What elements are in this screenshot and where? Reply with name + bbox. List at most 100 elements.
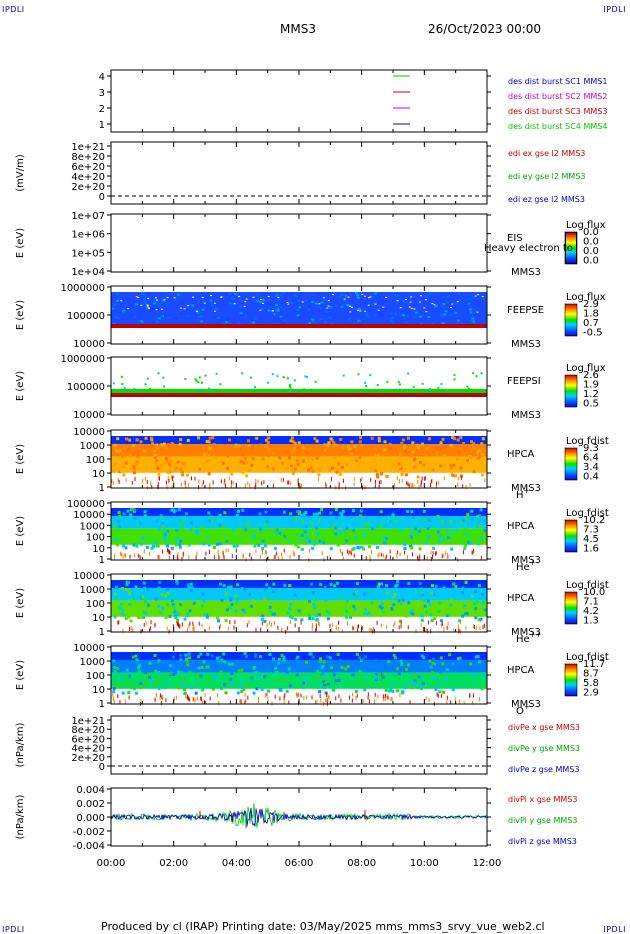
spectrogram-pixel: [226, 466, 230, 470]
spectrogram-pixel: [435, 450, 439, 454]
spectrogram-pixel: [481, 437, 485, 441]
spectrogram-speck: [300, 620, 302, 625]
spectrogram-pixel: [247, 469, 251, 473]
spectrogram-pixel: [153, 302, 157, 305]
spectrogram-speck: [482, 625, 484, 630]
spectrogram-pixel: [175, 581, 179, 585]
spectrogram-pixel: [240, 680, 244, 684]
spectrogram-pixel: [138, 521, 142, 525]
spectrogram-speck: [443, 627, 445, 632]
spectrogram-speck: [315, 628, 317, 633]
spectrogram-speck: [297, 481, 299, 486]
spectrogram-speck: [269, 620, 271, 625]
spectrogram-pixel: [450, 531, 454, 535]
spectrogram-gap: [148, 308, 151, 310]
spectrogram-pixel: [231, 303, 235, 306]
y-tick-label: 1e+21: [71, 142, 105, 153]
spectrogram-pixel: [143, 301, 147, 304]
spectrogram-pixel: [127, 588, 131, 592]
panel-p7: [107, 501, 578, 562]
spectrogram-pixel: [393, 294, 397, 297]
spectrogram-pixel: [445, 300, 449, 303]
spectrogram-pixel: [120, 587, 124, 591]
spectrogram-speck: [430, 550, 432, 555]
spectrogram-pixel: [280, 653, 284, 657]
spectrogram-pixel: [114, 585, 118, 589]
spectrogram-pixel: [113, 443, 117, 447]
spectrogram-pixel: [458, 619, 462, 623]
spectrogram-pixel: [204, 613, 208, 617]
spectrogram-gap: [477, 294, 480, 296]
colorbar-tick-label: 5.8: [583, 678, 599, 689]
spectrogram-pixel: [299, 316, 303, 319]
spectrogram-gap: [410, 307, 413, 309]
spectrogram-pixel: [410, 510, 414, 514]
spectrogram-pixel: [354, 689, 358, 693]
spectrogram-pixel: [360, 678, 364, 682]
spectrogram-pixel: [127, 448, 131, 452]
spectrogram-pixel: [315, 617, 319, 621]
spectrogram-pixel: [318, 683, 322, 687]
spectrogram-pixel: [358, 588, 362, 592]
spectrogram-pixel: [297, 609, 301, 613]
spectrogram-pixel: [262, 529, 266, 533]
spectrogram-pixel: [356, 674, 360, 678]
spectrogram-speck: [303, 696, 305, 701]
spectrogram-speck: [453, 628, 455, 633]
spectrogram-pixel: [258, 676, 262, 680]
spectrogram-pixel: [251, 457, 255, 461]
spectrogram-pixel: [207, 519, 211, 523]
spectrogram-pixel: [118, 606, 122, 610]
spectrogram-pixel: [296, 523, 300, 527]
spectrogram-pixel: [258, 443, 262, 447]
spectrogram-gap: [318, 303, 321, 305]
spectrogram-pixel: [166, 471, 170, 475]
spectrogram-pixel: [441, 437, 445, 441]
spectrogram-pixel: [175, 580, 179, 584]
spectrogram-pixel: [219, 670, 223, 674]
spectrogram-pixel: [163, 662, 167, 666]
spectrogram-pixel: [178, 670, 182, 674]
spectrogram-pixel: [438, 690, 442, 694]
colorbar-tick-label: 7.3: [583, 525, 599, 536]
legend-label: divPe y gse MMS3: [508, 744, 580, 753]
spectrogram-pixel: [393, 592, 397, 596]
spectrogram-speck: [311, 695, 313, 700]
spectrogram-pixel: [266, 440, 270, 444]
spectrogram-pixel: [190, 521, 194, 525]
spectrogram-pixel: [196, 312, 200, 315]
spectrogram-pixel: [394, 298, 398, 301]
spectrogram-gap: [396, 300, 399, 302]
spectrogram-speck: [208, 549, 210, 554]
spectrogram-speck: [255, 627, 257, 632]
spectrogram-pixel: [197, 381, 200, 384]
y-tick-label: 2e+20: [71, 182, 105, 193]
spectrogram-pixel: [376, 384, 379, 387]
spectrogram-speck: [274, 554, 276, 559]
spectrogram-pixel: [112, 687, 116, 691]
spectrogram-pixel: [275, 593, 279, 597]
spectrogram-speck: [124, 553, 126, 558]
spectrogram-pixel: [471, 610, 475, 614]
spectrogram-pixel: [400, 441, 404, 445]
spectrogram-pixel: [186, 315, 190, 318]
x-tick-label: 06:00: [285, 858, 314, 869]
spectrogram-pixel: [304, 510, 308, 514]
spectrogram-pixel: [334, 443, 338, 447]
spectrogram-pixel: [356, 294, 360, 297]
spectrogram-pixel: [229, 606, 233, 610]
spectrogram-pixel: [250, 463, 254, 467]
spectrogram-speck: [413, 484, 415, 489]
spectrogram-pixel: [212, 675, 216, 679]
y-tick-label: -0.002: [73, 827, 105, 838]
spectrogram-speck: [411, 552, 413, 557]
spectrogram-pixel: [357, 373, 360, 376]
spectrogram-pixel: [250, 376, 253, 379]
spectrogram-pixel: [187, 656, 191, 660]
spectrogram-speck: [257, 699, 259, 704]
spectrogram-pixel: [392, 463, 396, 467]
spectrogram-pixel: [324, 598, 328, 602]
spectrogram-pixel: [238, 444, 242, 448]
spectrogram-pixel: [274, 318, 278, 321]
spectrogram-pixel: [121, 596, 125, 600]
